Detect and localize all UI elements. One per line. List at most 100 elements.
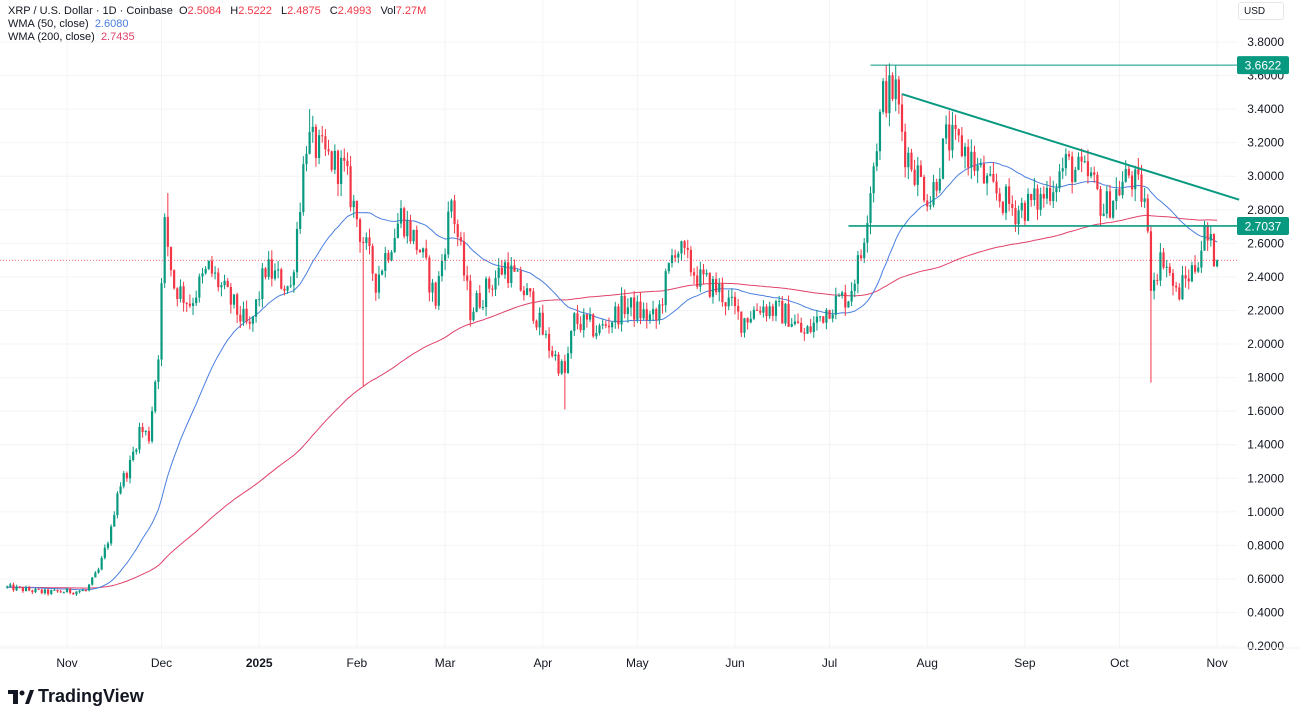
candle <box>752 306 756 321</box>
candle-body <box>18 586 21 588</box>
candle <box>696 266 699 290</box>
candle <box>585 314 589 328</box>
candle-body <box>532 291 535 321</box>
candle <box>481 300 485 311</box>
candle-body <box>579 323 582 331</box>
candle-body <box>913 169 916 185</box>
candle-body <box>324 136 327 150</box>
candle-body <box>1146 198 1149 232</box>
candle <box>651 300 655 322</box>
candle <box>759 306 762 316</box>
candle-body <box>248 321 251 324</box>
candle-body <box>844 292 847 308</box>
candle <box>1146 194 1149 234</box>
candle-body <box>311 126 314 132</box>
candle-body <box>226 280 229 287</box>
candle-body <box>872 166 875 194</box>
candle <box>793 314 796 326</box>
tradingview-logo-icon <box>8 689 34 704</box>
candle-body <box>333 150 336 170</box>
candle <box>1089 167 1093 179</box>
price-tick-label: 3.8000 <box>1247 35 1284 49</box>
candle <box>967 139 970 176</box>
candle <box>204 266 207 275</box>
candle <box>195 290 198 307</box>
candle-body <box>481 307 485 309</box>
candle-body <box>1052 192 1055 202</box>
candle-body <box>302 164 305 213</box>
candle-body <box>239 314 242 322</box>
candles <box>6 63 1219 596</box>
candle <box>292 269 295 293</box>
candle-body <box>440 260 444 277</box>
time-tick-label: May <box>626 656 649 670</box>
time-tick-label: Jun <box>725 656 744 670</box>
candle <box>169 246 173 277</box>
candle-body <box>803 332 806 334</box>
price-tick-label: 3.2000 <box>1247 136 1284 150</box>
candle <box>1061 157 1064 180</box>
candle-body <box>755 309 759 311</box>
candle <box>875 143 878 172</box>
volume-label: Vol <box>380 5 396 17</box>
close-value: 2.4993 <box>337 5 372 17</box>
currency-button[interactable]: USD <box>1238 2 1284 20</box>
candle-body <box>607 325 611 328</box>
candle-body <box>784 303 787 324</box>
candle <box>1165 260 1168 278</box>
candle-body <box>50 590 53 594</box>
candle-body <box>696 275 699 287</box>
candle <box>1200 240 1203 273</box>
candle-body <box>191 303 195 306</box>
candle-body <box>355 200 358 220</box>
time-tick-label: Dec <box>151 656 172 670</box>
candle <box>94 571 97 578</box>
candle-body <box>393 237 396 252</box>
candle <box>894 65 897 112</box>
candle <box>403 206 406 239</box>
candle-body <box>1036 188 1039 210</box>
candle <box>913 159 916 187</box>
candle-body <box>1165 266 1168 268</box>
candle <box>198 273 201 303</box>
symbol-title[interactable]: XRP / U.S. Dollar · 1D · Coinbase <box>8 5 173 17</box>
candle <box>355 200 358 228</box>
high-label: H <box>230 5 239 17</box>
candle <box>1039 187 1042 216</box>
candle-body <box>242 308 245 322</box>
candle-body <box>960 135 963 157</box>
wma50-row[interactable]: WMA (50, close) 2.6080 <box>8 18 432 31</box>
candle <box>248 316 251 330</box>
candle <box>113 511 116 527</box>
wma200-row[interactable]: WMA (200, close) 2.7435 <box>8 31 432 44</box>
candle <box>431 279 434 302</box>
candle <box>428 255 431 302</box>
candle-body <box>1168 266 1171 274</box>
candle-body <box>484 278 488 308</box>
candle-body <box>1049 187 1052 202</box>
wma200-value: 2.7435 <box>100 31 135 43</box>
candle-body <box>6 586 9 588</box>
tradingview-logo[interactable]: TradingView <box>8 686 144 707</box>
candle <box>856 250 860 294</box>
price-tick-label: 0.6000 <box>1247 572 1284 586</box>
candle <box>421 247 425 258</box>
candle <box>280 267 283 290</box>
candle <box>1067 150 1071 161</box>
candle <box>135 448 138 455</box>
candle-body <box>1200 250 1203 268</box>
candle <box>544 330 548 339</box>
candle-body <box>1209 234 1212 241</box>
time-tick-label: Nov <box>56 656 77 670</box>
candle-body <box>358 219 362 242</box>
candle <box>667 262 670 275</box>
candle-body <box>856 255 860 284</box>
candle-body <box>185 302 188 304</box>
candle <box>592 313 595 338</box>
price-tick-label: 3.4000 <box>1247 102 1284 116</box>
candle <box>979 158 982 168</box>
candle <box>963 143 967 169</box>
candle-body <box>604 324 607 326</box>
candle-body <box>1039 194 1042 210</box>
